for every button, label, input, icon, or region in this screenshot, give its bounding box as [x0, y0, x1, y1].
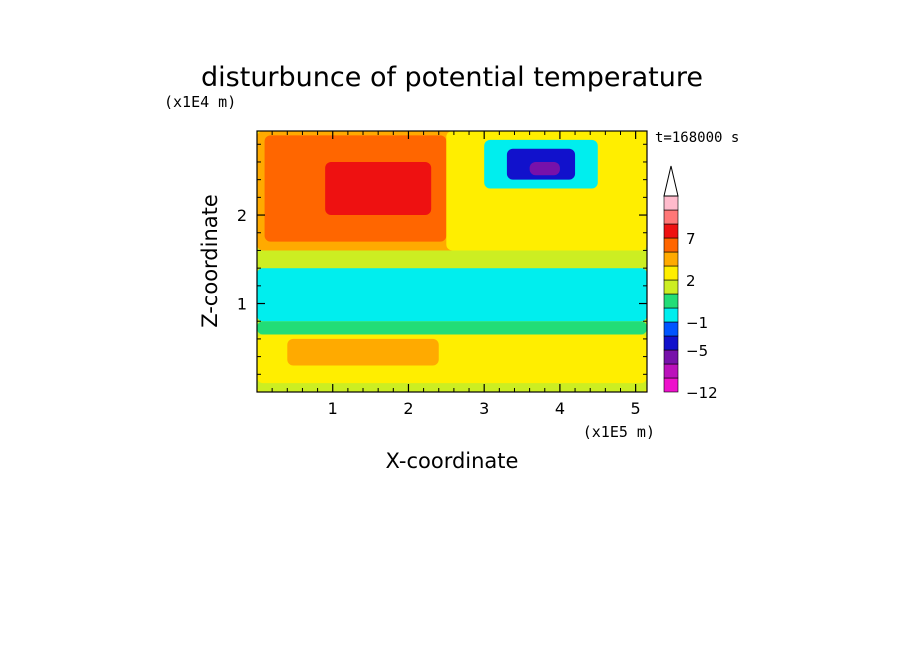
- x-axis-label: X-coordinate: [386, 449, 519, 473]
- colorbar-label: −5: [686, 342, 708, 360]
- colorbar-segment: [663, 293, 679, 309]
- colorbar-label: 7: [686, 230, 696, 248]
- plot-frame: [256, 130, 648, 393]
- colorbar-segment: [663, 321, 679, 337]
- colorbar-segment: [663, 237, 679, 253]
- x-tick-label: 1: [328, 399, 338, 418]
- colorbar-segment: [663, 195, 679, 211]
- x-tick-label: 2: [403, 399, 413, 418]
- field-region: [453, 276, 644, 313]
- colorbar-label: −12: [686, 384, 718, 402]
- x-unit-label: (x1E5 m): [583, 423, 655, 441]
- x-ticks: 1 2 3 4 5: [271, 131, 641, 418]
- colorbar-label: −1: [686, 314, 708, 332]
- x-tick-label: 5: [631, 399, 641, 418]
- colorbar-segment: [663, 223, 679, 239]
- colorbar-segment: [663, 349, 679, 365]
- colorbar-segment: [663, 377, 679, 393]
- x-tick-label: 4: [555, 399, 565, 418]
- colorbar-segment: [663, 251, 679, 267]
- colorbar-extend-arrow: [663, 165, 679, 197]
- y-axis-label: Z-coordinate: [198, 194, 222, 328]
- field-region: [257, 276, 409, 317]
- field-region: [529, 161, 560, 176]
- y-tick-label: 2: [237, 206, 247, 225]
- field-region: [257, 321, 647, 335]
- colorbar: −12−5−127: [663, 165, 718, 402]
- y-tick-label: 1: [237, 295, 247, 314]
- colorbar-segment: [663, 265, 679, 281]
- colorbar-segment: [663, 209, 679, 225]
- time-label: t=168000 s: [655, 130, 739, 146]
- chart-title: disturbunce of potential temperature: [201, 62, 703, 93]
- colorbar-segment: [663, 363, 679, 379]
- y-unit-label: (x1E4 m): [164, 93, 236, 111]
- field-region: [257, 250, 647, 269]
- colorbar-label: 2: [686, 272, 696, 290]
- y-ticks: 12: [237, 143, 647, 375]
- field-region: [325, 161, 432, 216]
- x-tick-label: 3: [479, 399, 489, 418]
- field-region: [287, 338, 439, 366]
- colorbar-segment: [663, 335, 679, 351]
- colorbar-segment: [663, 279, 679, 295]
- field-layer: [257, 131, 647, 392]
- colorbar-segment: [663, 307, 679, 323]
